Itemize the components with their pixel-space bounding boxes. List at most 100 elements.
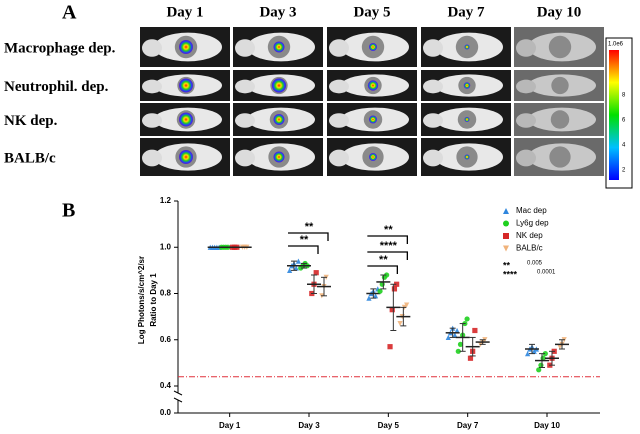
mouse-head	[329, 39, 349, 57]
signal-spot	[179, 150, 193, 164]
row-label: Neutrophil. dep.	[4, 79, 109, 95]
legend-label: Ly6g dep	[516, 219, 549, 228]
data-point	[472, 327, 478, 334]
mouse-head	[235, 39, 255, 57]
legend-label: NK dep	[516, 231, 543, 240]
mouse-head	[235, 79, 255, 94]
mouse-head	[423, 79, 443, 94]
column-label: Day 10	[537, 4, 582, 20]
significance-bracket	[367, 251, 408, 260]
data-point	[287, 267, 293, 273]
x-tick-label: Day 1	[219, 421, 241, 430]
significance-bracket	[367, 265, 398, 274]
mouse-head	[142, 79, 162, 94]
signal-spot	[464, 117, 470, 122]
signal-spot	[369, 43, 377, 51]
significance-label: **	[300, 234, 309, 246]
data-point	[455, 348, 461, 354]
signal-spot	[273, 151, 285, 163]
data-point	[313, 270, 319, 276]
y-tick-label: 0.8	[160, 289, 172, 298]
data-point	[542, 351, 548, 357]
signal-spot	[369, 115, 377, 124]
signal-spot	[463, 82, 471, 89]
data-point	[457, 341, 464, 347]
signal-spot	[273, 41, 285, 53]
tumor-region	[549, 146, 571, 168]
mouse-head	[423, 149, 443, 167]
signal-spot	[464, 44, 470, 50]
mouse-head	[142, 149, 162, 167]
mouse-head	[516, 79, 536, 94]
significance-symbol: ****	[503, 269, 518, 279]
mouse-head	[142, 39, 162, 57]
data-point	[366, 295, 372, 301]
mouse-head	[235, 149, 255, 167]
signal-spot	[369, 153, 377, 161]
significance-label: **	[384, 224, 393, 236]
tumor-region	[551, 76, 569, 95]
y-tick-label: 0.0	[160, 408, 172, 417]
mouse-head	[329, 149, 349, 167]
column-label: Day 5	[353, 4, 390, 20]
column-label: Day 1	[166, 4, 203, 20]
colorbar-tick-label: 8	[622, 93, 626, 99]
row-label: BALB/c	[4, 150, 56, 166]
significance-bracket	[288, 245, 319, 254]
data-point	[377, 288, 383, 294]
data-point	[557, 344, 563, 350]
data-point	[467, 355, 474, 361]
legend-label: Mac dep	[516, 206, 547, 215]
signal-spot	[179, 40, 193, 54]
signal-spot	[367, 80, 379, 91]
mouse-head	[423, 113, 443, 128]
column-label: Day 7	[447, 4, 485, 20]
tumor-region	[548, 35, 572, 59]
x-tick-label: Day 3	[298, 421, 320, 430]
axis-break	[173, 397, 183, 403]
significance-bracket	[288, 232, 329, 241]
data-point	[452, 332, 458, 338]
significance-symbol: **	[503, 260, 511, 270]
x-tick-label: Day 5	[378, 421, 400, 430]
significance-label: ****	[380, 240, 398, 252]
y-tick-label: 1.0	[160, 242, 172, 251]
panel-label: B	[62, 200, 75, 222]
colorbar	[609, 50, 619, 180]
legend-marker	[503, 208, 509, 214]
legend-marker	[503, 245, 509, 252]
colorbar-tick-label: 1.0e6	[608, 42, 624, 48]
legend-marker	[503, 220, 509, 227]
x-tick-label: Day 7	[457, 421, 479, 430]
data-point	[372, 293, 379, 299]
data-point	[384, 272, 390, 278]
data-point	[391, 286, 398, 292]
mouse-head	[423, 39, 443, 57]
legend-label: BALB/c	[516, 244, 543, 253]
y-axis-label: Ratio to Day 1	[149, 273, 158, 327]
y-tick-label: 0.4	[160, 381, 172, 390]
data-point	[293, 265, 299, 271]
y-axis-label: Log Photons/s/cm^2/sr	[137, 256, 146, 344]
data-point	[404, 302, 410, 308]
significance-value: 0.0001	[537, 270, 556, 276]
data-point	[397, 320, 403, 327]
data-point	[525, 351, 531, 357]
mouse-head	[235, 113, 255, 128]
colorbar-tick-label: 4	[622, 143, 626, 149]
column-label: Day 3	[259, 4, 296, 20]
data-point	[394, 281, 400, 287]
mouse-head	[142, 113, 162, 128]
signal-spot	[179, 112, 193, 127]
signal-spot	[179, 78, 193, 93]
legend-marker	[503, 233, 509, 239]
data-point	[387, 344, 393, 350]
mouse-head	[516, 39, 536, 57]
tumor-region	[550, 110, 570, 129]
panel-label: A	[62, 2, 77, 24]
data-point	[464, 316, 470, 322]
signal-spot	[271, 78, 287, 93]
signal-spot	[464, 154, 470, 160]
data-point	[445, 334, 451, 341]
